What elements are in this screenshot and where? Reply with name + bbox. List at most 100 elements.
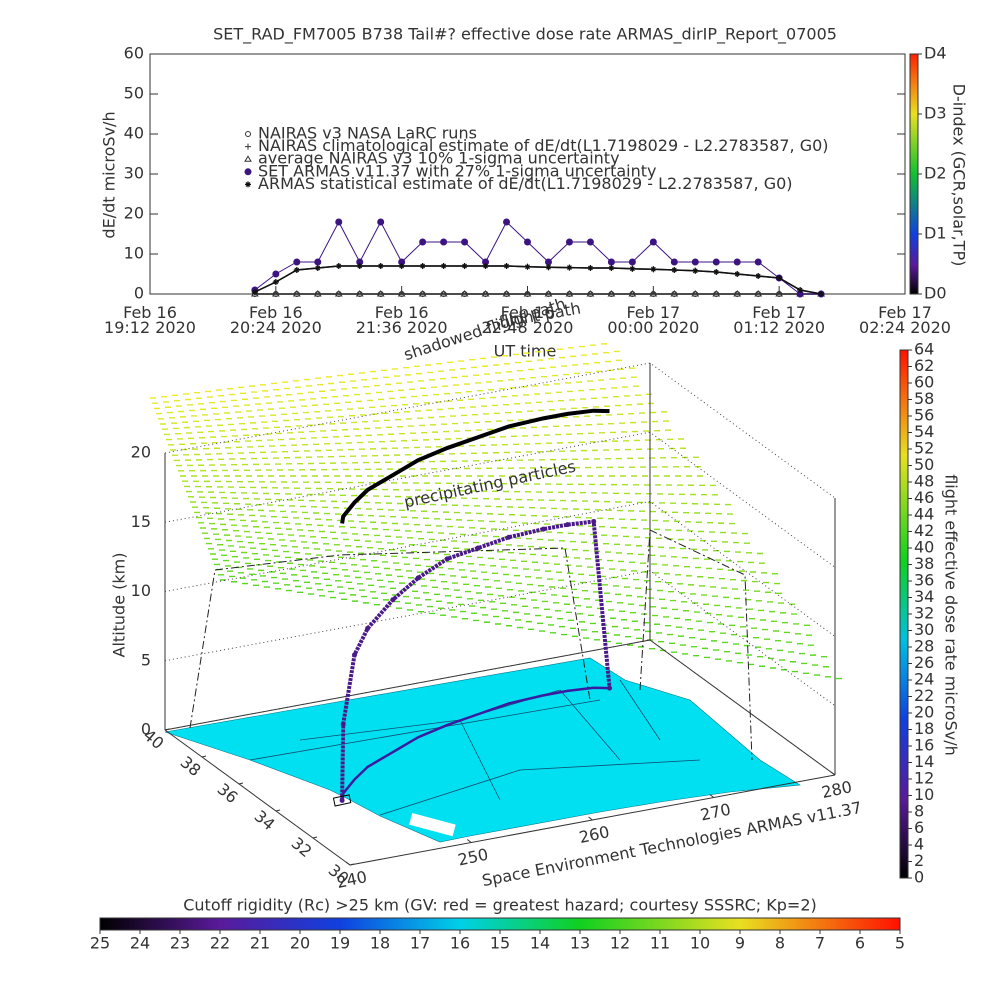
data-point [334, 290, 343, 297]
lon-tick-label: 280 [820, 777, 854, 802]
data-point [439, 290, 448, 297]
data-point [461, 263, 468, 269]
lon-tick [588, 816, 593, 821]
lat-tick-label: 36 [214, 779, 242, 807]
data-point [565, 290, 574, 297]
data-point [628, 290, 637, 297]
data-point [587, 265, 594, 271]
legend-label: NAIRAS climatological estimate of dE/dt(… [258, 136, 829, 155]
x-tick-label: Feb 17 02:24 2020 [859, 303, 951, 337]
particle-field [174, 447, 686, 462]
colorbar-tick-label: 36 [914, 571, 934, 590]
data-point [608, 265, 615, 271]
data-point [502, 290, 511, 297]
colorbar-tick-label: 5 [895, 934, 905, 953]
colorbar-tick-label: 15 [490, 934, 510, 953]
legend-label: ARMAS statistical estimate of dE/dt(L1.7… [258, 174, 793, 193]
data-point [629, 265, 636, 272]
ground-track [340, 686, 610, 801]
colorbar-tick-label: 13 [570, 934, 590, 953]
flight-point [565, 522, 571, 528]
flight-point [339, 797, 345, 803]
lon-tick [345, 861, 351, 866]
particle-field [198, 522, 765, 564]
particle-field [184, 485, 718, 496]
colorbar-tick-label: 44 [914, 505, 934, 524]
data-point [565, 238, 573, 246]
x-tick-label: Feb 16 21:36 2020 [355, 303, 448, 337]
grid-line [164, 500, 836, 637]
particle-field [212, 558, 812, 636]
y-tick-label: 50 [124, 84, 144, 103]
colorbar-tick-label: 38 [914, 554, 934, 573]
data-point [314, 265, 321, 271]
colorbar-tick-label: 2 [914, 851, 924, 870]
lon-tick [830, 771, 836, 776]
data-point [544, 258, 552, 266]
colorbar-tick-label: 54 [914, 422, 934, 441]
flight-point [352, 652, 357, 658]
particle-field [162, 393, 652, 430]
colorbar-tick-label: 21 [250, 934, 270, 953]
colorbar-tick-label: 20 [914, 703, 934, 722]
z-tick-label: 15 [131, 512, 151, 531]
flight-point [540, 526, 546, 532]
data-point [734, 271, 741, 277]
data-point [461, 238, 469, 246]
data-point [628, 258, 636, 266]
data-point [586, 290, 595, 297]
data-point [776, 275, 783, 281]
data-point [272, 270, 280, 278]
data-point [482, 263, 489, 269]
wall-shadow [639, 529, 753, 761]
grid-line [164, 639, 836, 776]
data-point [670, 258, 678, 266]
axis-edge [164, 639, 651, 731]
data-point [755, 273, 762, 279]
data-point [649, 290, 658, 297]
colorbar-tick-label: 14 [914, 752, 934, 771]
data-point [397, 290, 406, 297]
colorbar-tick-label: 12 [914, 769, 934, 788]
flight-point [365, 625, 371, 631]
data-point [754, 290, 763, 297]
colorbar-tick-label: 58 [914, 389, 934, 408]
data-point [607, 258, 615, 266]
data-point [503, 218, 511, 226]
data-point [272, 279, 279, 285]
legend-label: average NAIRAS v3 10% 1-sigma uncertaint… [258, 149, 620, 168]
particle-field [150, 343, 607, 399]
y-axis-label: dE/dt microSv/h [100, 111, 119, 238]
data-point [649, 238, 657, 246]
x-tick-label: Feb 17 00:00 2020 [607, 303, 700, 337]
origin-marker [332, 794, 352, 807]
data-point [544, 290, 553, 297]
y-tick-label: 30 [124, 164, 144, 183]
colorbar [899, 349, 909, 879]
colorbar-tick-label: 30 [914, 620, 934, 639]
z-tick-label: 20 [131, 443, 151, 462]
colorbar-tick-label: 42 [914, 521, 934, 540]
colorbar-tick-label: 10 [690, 934, 710, 953]
data-point [524, 238, 531, 246]
colorbar-tick-label: 40 [914, 538, 934, 557]
y-tick-label: 0 [134, 284, 144, 303]
colorbar-tick-label: 23 [170, 934, 190, 953]
colorbar-tick-label: 18 [370, 934, 390, 953]
particle-field [194, 511, 750, 544]
data-point [733, 290, 742, 297]
colorbar-tick-label: 34 [914, 587, 934, 606]
colorbar-tick-label: 22 [210, 934, 230, 953]
colorbar-tick-label: 0 [914, 868, 924, 887]
colorbar-tick-label: 10 [914, 785, 934, 804]
lat-tick-label: 38 [177, 752, 205, 780]
data-point [377, 218, 385, 226]
flight-point [475, 545, 481, 551]
flight-point [444, 556, 450, 562]
colorbar-tick-label: 62 [914, 356, 934, 375]
legend-label: NAIRAS v3 NASA LaRC runs [258, 124, 477, 143]
data-point [797, 287, 804, 293]
particle-field [172, 438, 684, 456]
